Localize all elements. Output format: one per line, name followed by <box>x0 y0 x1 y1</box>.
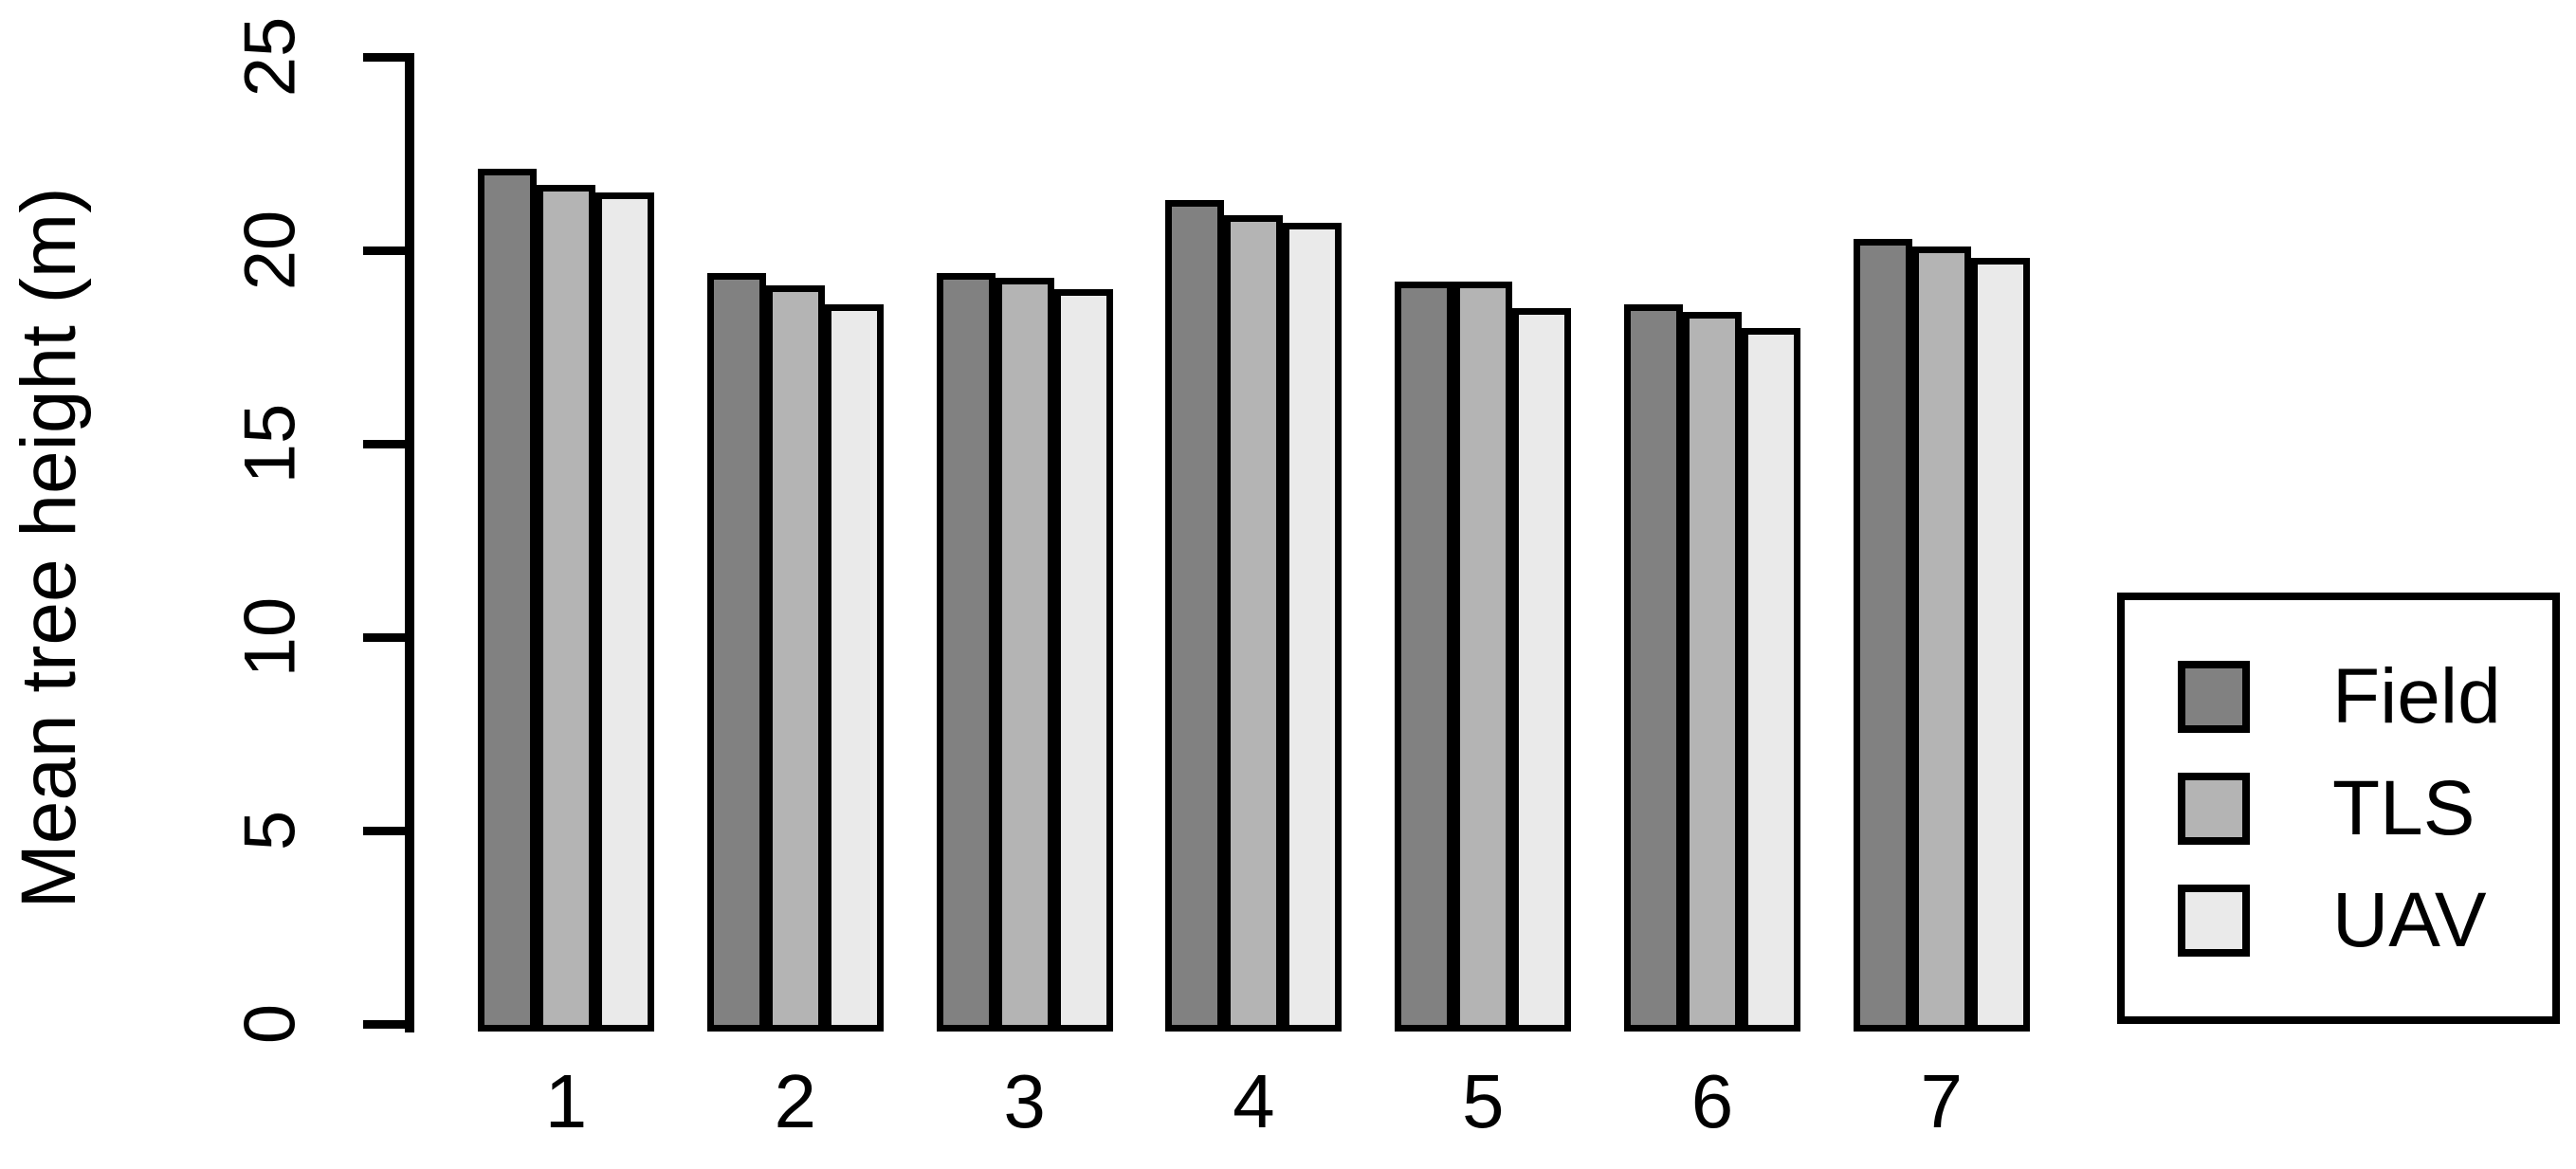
bar-tls-group-2 <box>765 284 825 1032</box>
x-tick-label: 4 <box>1233 1059 1275 1143</box>
bar-field-group-3 <box>936 273 996 1032</box>
bar-uav-group-1 <box>595 192 654 1032</box>
legend-label: TLS <box>2332 764 2476 851</box>
bar-field-group-1 <box>478 169 537 1032</box>
y-tick-mark <box>363 1019 410 1029</box>
bar-field-group-4 <box>1165 199 1225 1032</box>
bar-tls-group-4 <box>1224 215 1284 1032</box>
legend-label: UAV <box>2332 876 2487 963</box>
y-tick-mark <box>363 826 410 835</box>
legend-swatch-tls <box>2178 772 2250 845</box>
x-tick-label: 6 <box>1690 1059 1734 1143</box>
bar-field-group-5 <box>1395 281 1454 1032</box>
bar-tls-group-6 <box>1683 312 1742 1032</box>
bar-uav-group-7 <box>1970 258 2030 1032</box>
legend-label: Field <box>2332 652 2501 740</box>
y-tick-mark <box>363 439 410 448</box>
bar-field-group-7 <box>1853 238 1912 1032</box>
bar-uav-group-6 <box>1742 327 1800 1032</box>
bar-field-group-2 <box>706 273 766 1032</box>
bar-tls-group-3 <box>995 277 1054 1032</box>
y-axis-title: Mean tree height (m) <box>6 187 92 909</box>
y-tick-label: 10 <box>229 596 311 678</box>
legend-item: TLS <box>2178 764 2552 851</box>
legend-item: UAV <box>2178 876 2552 963</box>
x-tick-label: 2 <box>774 1059 817 1143</box>
x-tick-label: 1 <box>544 1059 588 1143</box>
bar-field-group-6 <box>1624 304 1683 1032</box>
bar-uav-group-4 <box>1283 223 1343 1032</box>
y-tick-label: 0 <box>229 1003 311 1045</box>
legend: Field TLS UAV <box>2117 593 2560 1024</box>
y-tick-label: 20 <box>229 210 311 291</box>
x-tick-label: 5 <box>1461 1059 1505 1143</box>
bar-uav-group-5 <box>1512 308 1572 1032</box>
bar-uav-group-3 <box>1053 288 1113 1032</box>
y-axis-line <box>405 53 414 1032</box>
bar-tls-group-7 <box>1911 246 1971 1032</box>
bar-tls-group-1 <box>537 184 595 1032</box>
x-tick-label: 3 <box>1003 1059 1046 1143</box>
legend-item: Field <box>2178 652 2552 740</box>
y-tick-mark <box>363 246 410 255</box>
y-tick-mark <box>363 52 410 62</box>
bar-tls-group-5 <box>1453 281 1513 1032</box>
legend-swatch-field <box>2178 660 2250 733</box>
y-tick-mark <box>363 632 410 642</box>
y-tick-label: 5 <box>229 810 311 851</box>
x-tick-label: 7 <box>1920 1059 1964 1143</box>
legend-swatch-uav <box>2178 884 2250 957</box>
y-tick-label: 25 <box>229 16 311 98</box>
bar-uav-group-2 <box>824 304 884 1032</box>
y-tick-label: 15 <box>229 403 311 484</box>
